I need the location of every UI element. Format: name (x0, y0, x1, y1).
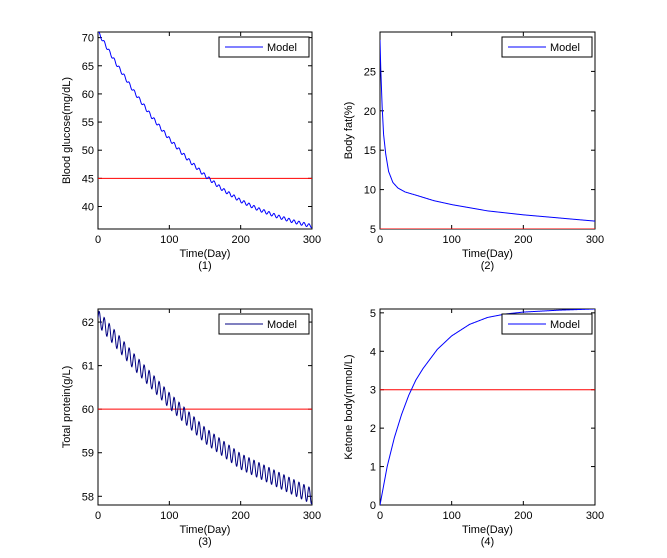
y-axis-label: Blood glucose(mg/dL) (61, 77, 73, 184)
legend-entry: Model (550, 42, 580, 54)
x-tick-label: 0 (377, 234, 383, 246)
y-tick-label: 1 (370, 462, 376, 474)
x-axis-label: Time(Day) (462, 524, 513, 536)
x-tick-label: 200 (231, 234, 249, 246)
y-tick-label: 58 (82, 491, 94, 503)
x-tick-label: 300 (303, 510, 321, 522)
y-tick-label: 70 (82, 33, 94, 45)
y-tick-label: 0 (370, 500, 376, 512)
x-tick-label: 200 (514, 234, 532, 246)
y-tick-label: 25 (364, 66, 376, 78)
y-tick-label: 45 (82, 173, 94, 185)
legend-entry: Model (267, 42, 297, 54)
y-tick-label: 15 (364, 145, 376, 157)
y-tick-label: 60 (82, 89, 94, 101)
y-tick-label: 60 (82, 404, 94, 416)
y-tick-label: 5 (370, 224, 376, 236)
x-tick-label: 100 (160, 510, 178, 522)
y-tick-label: 2 (370, 423, 376, 435)
x-tick-label: 0 (377, 510, 383, 522)
legend: Model (218, 313, 310, 335)
plot-area (97, 31, 313, 230)
x-tick-label: 200 (514, 510, 532, 522)
y-tick-label: 5 (370, 308, 376, 320)
y-axis-label: Ketone body(mmol/L) (343, 354, 355, 459)
chart-panel-4: 0 100 200 300 0 1 2 3 4 5 Time(Day)(4) Ketone body(… (343, 308, 604, 548)
chart-panel-2: 0 100 200 300 5 10 15 20 25 Time(Day)(2) Body fat(… (343, 31, 604, 272)
plot-area (97, 308, 313, 506)
legend-box (218, 36, 310, 58)
x-tick-label: 300 (303, 234, 321, 246)
y-tick-label: 20 (364, 106, 376, 118)
legend-entry: Model (550, 319, 580, 331)
y-tick-label: 4 (370, 346, 376, 358)
x-tick-label: 100 (160, 234, 178, 246)
y-tick-label: 10 (364, 185, 376, 197)
series-line-model (98, 310, 312, 505)
x-tick-label: 0 (95, 510, 101, 522)
series-line-model (380, 309, 595, 505)
x-axis-label: Time(Day) (462, 248, 513, 260)
y-tick-label: 59 (82, 448, 94, 460)
x-axis-label: Time(Day) (180, 524, 231, 536)
y-tick-label: 61 (82, 361, 94, 373)
y-tick-label: 50 (82, 145, 94, 157)
x-tick-label: 100 (442, 510, 460, 522)
panel-label: (2) (481, 260, 494, 272)
y-tick-label: 65 (82, 61, 94, 73)
legend-box (501, 36, 593, 58)
x-tick-label: 300 (586, 234, 604, 246)
legend-box (218, 313, 310, 335)
y-axis-label: Body fat(%) (343, 102, 355, 159)
series-line-model (380, 39, 595, 222)
legend-box (501, 313, 593, 335)
x-tick-label: 100 (442, 234, 460, 246)
series-line-model (98, 32, 312, 229)
panel-label: (1) (198, 260, 211, 272)
chart-panel-1: 0 100 200 300 40 45 50 55 60 65 70 Time(Day)(1) Bloo… (61, 31, 321, 272)
x-tick-label: 0 (95, 234, 101, 246)
chart-panel-3: 0 100 200 300 58 59 60 61 62 Time(Day)(3) Total pr… (61, 308, 321, 548)
y-tick-label: 55 (82, 117, 94, 129)
y-tick-label: 62 (82, 317, 94, 329)
x-tick-label: 200 (231, 510, 249, 522)
y-axis-label: Total protein(g/L) (61, 366, 73, 449)
legend: Model (501, 36, 593, 58)
panel-label: (4) (481, 536, 494, 548)
x-axis-label: Time(Day) (180, 248, 231, 260)
plot-area (379, 308, 596, 506)
legend: Model (218, 36, 310, 58)
legend-entry: Model (267, 319, 297, 331)
panel-label: (3) (198, 536, 211, 548)
plot-area (379, 31, 596, 230)
x-tick-label: 300 (586, 510, 604, 522)
y-tick-label: 40 (82, 201, 94, 213)
legend: Model (501, 313, 593, 335)
y-tick-label: 3 (370, 385, 376, 397)
